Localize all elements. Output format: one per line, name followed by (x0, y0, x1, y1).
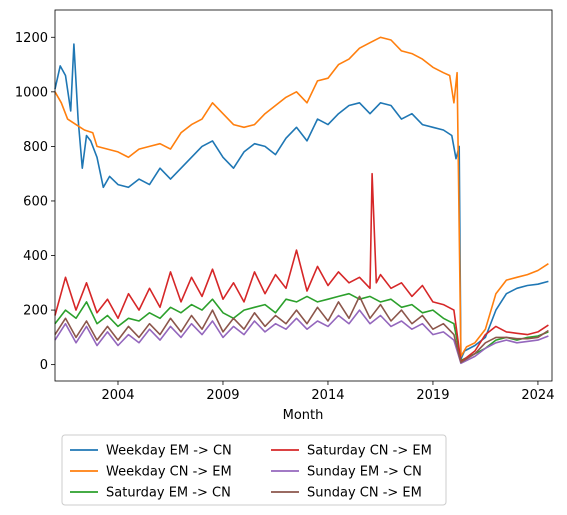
x-tick-label: 2014 (311, 388, 344, 403)
x-tick-label: 2009 (206, 388, 239, 403)
y-tick-label: 1000 (15, 85, 48, 100)
x-tick-label: 2019 (416, 388, 449, 403)
y-tick-label: 0 (40, 358, 48, 373)
y-axis: 0 200 400 600 800 1000 1200 (15, 31, 55, 373)
x-tick-label: 2004 (101, 388, 134, 403)
legend-label: Sunday CN -> EM (307, 486, 422, 501)
y-tick-label: 600 (23, 194, 48, 209)
legend-label: Saturday CN -> EM (307, 444, 432, 459)
series-layer (54, 36, 549, 365)
legend: Weekday EM -> CN Weekday CN -> EM Saturday… (61, 434, 447, 506)
series-line-6 (54, 295, 549, 364)
legend-label: Saturday EM -> CN (106, 486, 231, 501)
x-axis-label: Month (283, 408, 324, 423)
y-tick-label: 400 (23, 249, 48, 264)
series-line-5 (54, 309, 549, 365)
legend-label: Weekday CN -> EM (106, 465, 232, 480)
series-line-1 (54, 43, 549, 360)
x-axis: 2004 2009 2014 2019 2024 (101, 381, 554, 403)
legend-label: Sunday EM -> CN (307, 465, 422, 480)
plot-frame (54, 9, 553, 382)
series-line-4 (54, 172, 549, 363)
legend-label: Weekday EM -> CN (106, 444, 232, 459)
legend-frame (61, 434, 447, 506)
series-line-2 (54, 36, 549, 358)
y-tick-label: 800 (23, 140, 48, 155)
y-tick-label: 1200 (15, 31, 48, 46)
y-tick-label: 200 (23, 304, 48, 319)
x-tick-label: 2024 (521, 388, 554, 403)
